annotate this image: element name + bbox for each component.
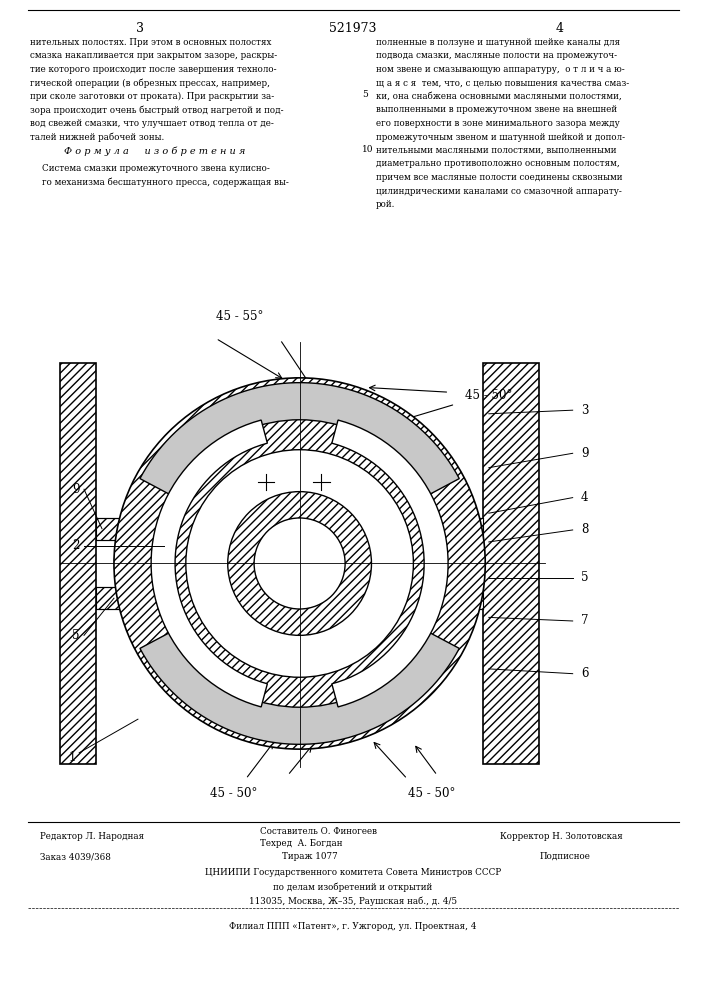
Text: смазка накапливается при закрытом зазоре, раскры-: смазка накапливается при закрытом зазоре… bbox=[30, 51, 277, 60]
Text: 4: 4 bbox=[581, 491, 588, 504]
Text: Техред  А. Богдан: Техред А. Богдан bbox=[260, 839, 342, 848]
Text: при сколе заготовки от проката). При раскрытии за-: при сколе заготовки от проката). При рас… bbox=[30, 92, 274, 101]
Text: ном звене и смазывающую аппаратуру,  о т л и ч а ю-: ном звене и смазывающую аппаратуру, о т … bbox=[376, 65, 625, 74]
Text: Редактор Л. Народная: Редактор Л. Народная bbox=[40, 832, 144, 841]
Text: 4: 4 bbox=[556, 22, 564, 35]
Bar bbox=[60, 363, 96, 764]
Text: 9: 9 bbox=[581, 447, 588, 460]
Bar bbox=[483, 363, 539, 764]
Text: 2: 2 bbox=[72, 539, 79, 552]
Text: ЦНИИПИ Государственного комитета Совета Министров СССР: ЦНИИПИ Государственного комитета Совета … bbox=[205, 868, 501, 877]
Circle shape bbox=[156, 420, 443, 707]
Text: диаметрально противоположно основным полостям,: диаметрально противоположно основным пол… bbox=[376, 159, 620, 168]
Text: 3: 3 bbox=[136, 22, 144, 35]
Text: причем все масляные полости соединены сквозными: причем все масляные полости соединены ск… bbox=[376, 173, 622, 182]
Polygon shape bbox=[140, 383, 460, 501]
Bar bbox=[60, 363, 96, 764]
Text: нительными масляными полостями, выполненными: нительными масляными полостями, выполнен… bbox=[376, 146, 617, 155]
Polygon shape bbox=[140, 626, 460, 744]
Text: Система смазки промежуточного звена кулисно-: Система смазки промежуточного звена кули… bbox=[42, 164, 270, 173]
Text: 5: 5 bbox=[581, 571, 588, 584]
Polygon shape bbox=[332, 420, 448, 707]
Text: 6: 6 bbox=[581, 667, 588, 680]
Text: Филиал ППП «Патент», г. Ужгород, ул. Проектная, 4: Филиал ППП «Патент», г. Ужгород, ул. Про… bbox=[229, 922, 477, 931]
Text: Подписное: Подписное bbox=[540, 852, 591, 861]
Text: цилиндрическими каналами со смазочной аппарату-: цилиндрическими каналами со смазочной ап… bbox=[376, 186, 622, 196]
Text: талей нижней рабочей зоны.: талей нижней рабочей зоны. bbox=[30, 132, 164, 142]
Text: 45 - 55°: 45 - 55° bbox=[216, 310, 264, 323]
Text: 113035, Москва, Ж–35, Раушская наб., д. 4/5: 113035, Москва, Ж–35, Раушская наб., д. … bbox=[249, 896, 457, 906]
Text: выполненными в промежуточном звене на внешней: выполненными в промежуточном звене на вн… bbox=[376, 105, 617, 114]
Text: 45 - 50°: 45 - 50° bbox=[210, 787, 257, 800]
Text: нительных полостях. При этом в основных полостях: нительных полостях. При этом в основных … bbox=[30, 38, 271, 47]
Text: 9: 9 bbox=[72, 483, 79, 496]
Circle shape bbox=[254, 518, 345, 609]
Bar bbox=[483, 363, 539, 764]
Bar bbox=[96, 587, 483, 609]
Text: тие которого происходит после завершения техноло-: тие которого происходит после завершения… bbox=[30, 65, 276, 74]
Text: по делам изобретений и открытий: по делам изобретений и открытий bbox=[274, 882, 433, 892]
Text: 5: 5 bbox=[72, 629, 79, 642]
Text: 5: 5 bbox=[362, 90, 368, 99]
Text: рой.: рой. bbox=[376, 200, 395, 209]
Text: Ф о р м у л а     и з о б р е т е н и я: Ф о р м у л а и з о б р е т е н и я bbox=[64, 146, 246, 155]
Polygon shape bbox=[151, 420, 267, 707]
Text: промежуточным звеном и шатунной шейкой и допол-: промежуточным звеном и шатунной шейкой и… bbox=[376, 132, 625, 141]
Text: гической операции (в обрезных прессах, например,: гической операции (в обрезных прессах, н… bbox=[30, 79, 270, 88]
Circle shape bbox=[114, 378, 485, 749]
Text: 1: 1 bbox=[69, 751, 76, 764]
Text: 45 - 50°: 45 - 50° bbox=[408, 787, 455, 800]
Text: вод свежей смазки, что улучшает отвод тепла от де-: вод свежей смазки, что улучшает отвод те… bbox=[30, 119, 274, 128]
Text: его поверхности в зоне минимального зазора между: его поверхности в зоне минимального зазо… bbox=[376, 119, 620, 128]
Text: зора происходит очень быстрый отвод нагретой и под-: зора происходит очень быстрый отвод нагр… bbox=[30, 105, 284, 115]
Text: Заказ 4039/368: Заказ 4039/368 bbox=[40, 852, 111, 861]
Circle shape bbox=[228, 492, 371, 635]
Text: полненные в ползуне и шатунной шейке каналы для: полненные в ползуне и шатунной шейке кан… bbox=[376, 38, 620, 47]
Text: щ а я с я  тем, что, с целью повышения качества смаз-: щ а я с я тем, что, с целью повышения ка… bbox=[376, 79, 629, 88]
Text: го механизма бесшатунного пресса, содержащая вы-: го механизма бесшатунного пресса, содерж… bbox=[42, 178, 289, 187]
Text: Составитель О. Финогеев: Составитель О. Финогеев bbox=[260, 827, 377, 836]
Circle shape bbox=[186, 450, 414, 677]
Bar bbox=[96, 518, 483, 540]
Text: 45 - 50°: 45 - 50° bbox=[465, 389, 513, 402]
Text: 7: 7 bbox=[581, 614, 588, 627]
Text: 3: 3 bbox=[581, 404, 588, 417]
Text: ки, она снабжена основными масляными полостями,: ки, она снабжена основными масляными пол… bbox=[376, 92, 621, 101]
Text: 521973: 521973 bbox=[329, 22, 377, 35]
Circle shape bbox=[170, 434, 429, 693]
Text: 8: 8 bbox=[581, 523, 588, 536]
Text: Корректор Н. Золотовская: Корректор Н. Золотовская bbox=[500, 832, 623, 841]
Bar bbox=[96, 587, 483, 609]
Text: 10: 10 bbox=[362, 145, 373, 154]
Text: подвода смазки, масляные полости на промежуточ-: подвода смазки, масляные полости на пром… bbox=[376, 51, 617, 60]
Bar bbox=[96, 518, 483, 540]
Text: Тираж 1077: Тираж 1077 bbox=[282, 852, 338, 861]
